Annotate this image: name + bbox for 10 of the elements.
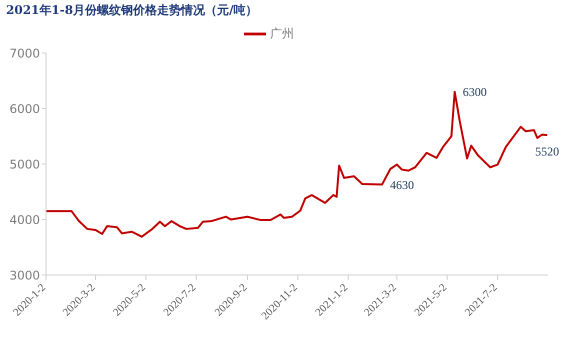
chart-title: 2021年1-8月份螺纹钢价格走势情况（元/吨） xyxy=(5,2,258,19)
annotation: 4630 xyxy=(390,178,414,192)
annotation: 5520 xyxy=(535,144,560,159)
legend-label: 广州 xyxy=(270,26,294,40)
y-tick-label: 6000 xyxy=(9,102,40,116)
y-tick-label: 5000 xyxy=(9,157,40,172)
y-tick-label: 7000 xyxy=(9,46,40,60)
y-tick-label: 3000 xyxy=(9,268,40,282)
annotation: 6300 xyxy=(462,85,487,100)
y-tick-label: 4000 xyxy=(9,212,40,227)
